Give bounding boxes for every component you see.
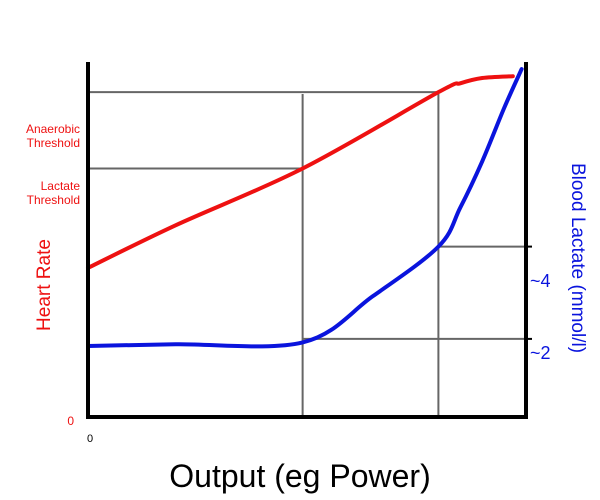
y-axis-title-left: Heart Rate	[34, 239, 55, 331]
anaerobic-threshold-label-line2: Threshold	[27, 136, 80, 150]
lactate-threshold-label-line2: Threshold	[27, 193, 80, 207]
right-tick-label-2: ~2	[530, 343, 551, 363]
series-line-blood-lactate	[86, 67, 524, 349]
y-axis-title-right: Blood Lactate (mmol/l)	[567, 163, 588, 353]
y-origin-label: 0	[67, 414, 74, 428]
x-origin-label: 0	[87, 433, 93, 445]
guide-lines	[88, 91, 532, 417]
anaerobic-threshold-label-line1: Anaerobic	[26, 122, 80, 136]
x-axis-title: Output (eg Power)	[169, 458, 430, 494]
right-tick-label-4: ~4	[530, 271, 551, 291]
lactate-threshold-label-line1: Lactate	[41, 179, 81, 193]
series-line-heart-rate	[86, 74, 515, 270]
